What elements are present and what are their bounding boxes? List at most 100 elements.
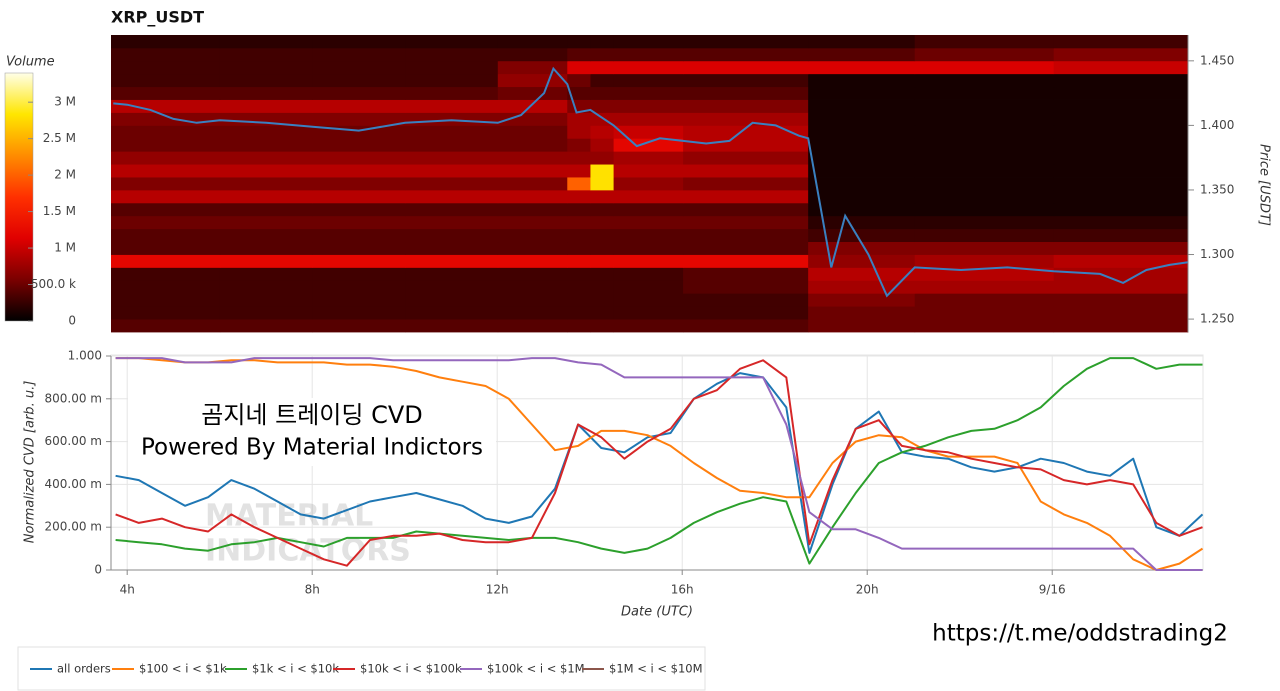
x-axis-label: Date (UTC): [621, 605, 693, 620]
heatmap-cell: [405, 151, 499, 165]
heatmap-cell: [567, 215, 591, 230]
heatmap-cell: [111, 60, 221, 75]
heatmap-cell: [613, 228, 684, 243]
heatmap-cell: [497, 319, 568, 333]
colorbar-tick-label: 1 M: [54, 241, 76, 255]
heatmap-cell: [613, 280, 684, 294]
heatmap-cell: [808, 267, 916, 281]
heatmap-cell: [567, 189, 591, 204]
heatmap-cell: [111, 267, 221, 281]
heatmap-cell: [405, 254, 499, 268]
heatmap-cell: [914, 293, 1055, 307]
colorbar: [4, 72, 34, 322]
heatmap-cell: [312, 35, 406, 49]
heatmap-cell: [1053, 254, 1189, 268]
colorbar-tick-label: 3 M: [54, 95, 76, 109]
heatmap-cell: [613, 35, 684, 49]
heatmap-cell: [914, 35, 1055, 49]
heatmap-cell: [567, 228, 591, 243]
heatmap-cell: [312, 73, 406, 88]
heatmap-cell: [914, 319, 1055, 333]
heatmap-cell: [567, 202, 591, 217]
y-tick-label: 400.00 m: [45, 477, 103, 491]
heatmap-cell: [683, 319, 809, 333]
heatmap-cell: [405, 125, 499, 139]
heatmap-cell: [808, 138, 916, 152]
heatmap-cell: [914, 267, 1055, 281]
heatmap-cell: [567, 60, 591, 75]
heatmap-cell: [219, 60, 313, 75]
heatmap-cell: [914, 73, 1055, 88]
heatmap-cell: [111, 254, 221, 268]
heatmap-cell: [312, 99, 406, 113]
heatmap-cell: [219, 319, 313, 333]
heatmap-cell: [683, 125, 809, 139]
heatmap-cell: [312, 280, 406, 294]
heatmap-cell: [613, 215, 684, 230]
y-tick-label: 1.400: [1200, 118, 1234, 132]
series-line: [115, 357, 1203, 565]
heatmap-cell: [405, 215, 499, 230]
heatmap-cell: [497, 293, 568, 307]
heatmap-cell: [1053, 47, 1189, 62]
annotation-background: [128, 398, 496, 466]
heatmap-cell: [683, 164, 809, 178]
heatmap-cell: [590, 73, 614, 88]
heatmap-cell: [683, 293, 809, 307]
heatmap-cell: [914, 138, 1055, 152]
legend-label: $100 < i < $1k: [139, 662, 227, 676]
heatmap-cell: [497, 280, 568, 294]
heatmap-cell: [613, 267, 684, 281]
colorbar-tick-label: 1.5 M: [43, 204, 76, 218]
heatmap-cell: [111, 125, 221, 139]
heatmap-cell: [405, 241, 499, 255]
heatmap-cell: [808, 228, 916, 243]
heatmap-cell: [590, 164, 614, 178]
heatmap-cell: [1053, 35, 1189, 49]
heatmap-cell: [613, 241, 684, 255]
heatmap-cell: [567, 47, 591, 62]
heatmap-cell: [219, 202, 313, 217]
heatmap-cell: [1053, 112, 1189, 126]
x-tick-label: 20h: [856, 583, 879, 597]
heatmap-cell: [497, 151, 568, 165]
heatmap-cell: [219, 228, 313, 243]
heatmap-cell: [590, 319, 614, 333]
legend-label: $1k < i < $10k: [252, 662, 339, 676]
heatmap-cell: [914, 189, 1055, 204]
heatmap-cell: [808, 112, 916, 126]
heatmap-cell: [405, 112, 499, 126]
heatmap-cell: [590, 215, 614, 230]
heatmap-cell: [808, 164, 916, 178]
heatmap-cell: [590, 99, 614, 113]
heatmap-cell: [567, 73, 591, 88]
heatmap-cell: [590, 267, 614, 281]
heatmap-cell: [497, 215, 568, 230]
heatmap-cell: [312, 293, 406, 307]
heatmap-cell: [567, 241, 591, 255]
heatmap-cell: [219, 306, 313, 320]
heatmap-cell: [312, 319, 406, 333]
heatmap-cell: [497, 267, 568, 281]
heatmap-cell: [405, 73, 499, 88]
y-tick-label: 0: [94, 563, 102, 577]
heatmap-cell: [808, 60, 916, 75]
heatmap-cell: [567, 267, 591, 281]
heatmap-cell: [914, 202, 1055, 217]
y-tick-label: 200.00 m: [45, 520, 103, 534]
heatmap-cell: [567, 177, 591, 191]
heatmap-cell: [219, 189, 313, 204]
series-line: [115, 357, 1204, 571]
heatmap-cell: [405, 60, 499, 75]
heatmap-cell: [808, 35, 916, 49]
heatmap-cell: [613, 112, 684, 126]
heatmap-cell: [914, 164, 1055, 178]
heatmap-cell: [683, 86, 809, 100]
legend-label: $1M < i < $10M: [609, 662, 703, 676]
series-line: [115, 359, 1203, 567]
heatmap-cell: [219, 241, 313, 255]
heatmap-cell: [405, 189, 499, 204]
heatmap-cell: [219, 151, 313, 165]
heatmap-cell: [683, 177, 809, 191]
